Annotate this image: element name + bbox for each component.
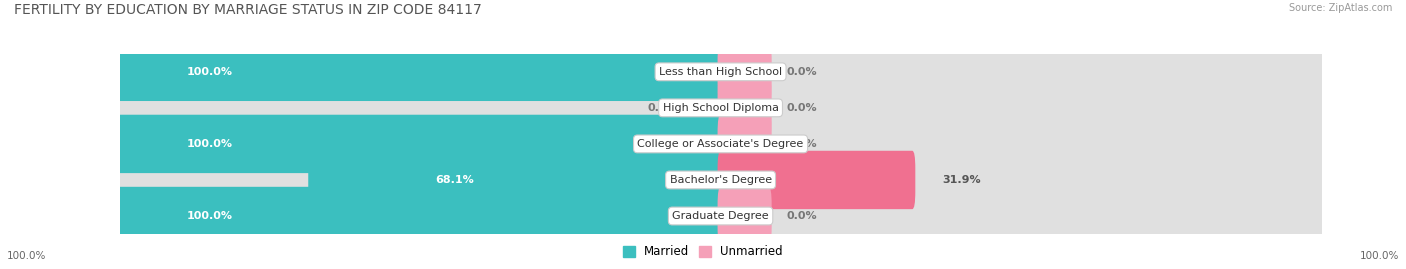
Text: Bachelor's Degree: Bachelor's Degree xyxy=(669,175,772,185)
FancyBboxPatch shape xyxy=(117,187,724,245)
FancyBboxPatch shape xyxy=(117,187,724,245)
Text: 100.0%: 100.0% xyxy=(187,211,232,221)
FancyBboxPatch shape xyxy=(717,187,772,245)
FancyBboxPatch shape xyxy=(308,151,724,209)
Text: 68.1%: 68.1% xyxy=(434,175,474,185)
Text: 0.0%: 0.0% xyxy=(787,67,817,77)
Text: 100.0%: 100.0% xyxy=(187,139,232,149)
FancyBboxPatch shape xyxy=(120,162,1322,198)
FancyBboxPatch shape xyxy=(117,43,724,101)
Text: Source: ZipAtlas.com: Source: ZipAtlas.com xyxy=(1288,3,1392,13)
FancyBboxPatch shape xyxy=(117,43,724,101)
Text: High School Diploma: High School Diploma xyxy=(662,103,779,113)
Text: 100.0%: 100.0% xyxy=(187,67,232,77)
FancyBboxPatch shape xyxy=(717,79,1324,137)
FancyBboxPatch shape xyxy=(717,115,772,173)
Text: 100.0%: 100.0% xyxy=(7,250,46,261)
Text: Graduate Degree: Graduate Degree xyxy=(672,211,769,221)
Text: 0.0%: 0.0% xyxy=(787,211,817,221)
FancyBboxPatch shape xyxy=(120,54,1322,90)
FancyBboxPatch shape xyxy=(717,187,1324,245)
FancyBboxPatch shape xyxy=(117,151,724,209)
FancyBboxPatch shape xyxy=(120,126,1322,162)
FancyBboxPatch shape xyxy=(717,43,772,101)
Text: 0.0%: 0.0% xyxy=(787,139,817,149)
FancyBboxPatch shape xyxy=(117,79,724,137)
Text: FERTILITY BY EDUCATION BY MARRIAGE STATUS IN ZIP CODE 84117: FERTILITY BY EDUCATION BY MARRIAGE STATU… xyxy=(14,3,482,17)
Legend: Married, Unmarried: Married, Unmarried xyxy=(619,241,787,263)
FancyBboxPatch shape xyxy=(120,90,1322,126)
Text: 0.0%: 0.0% xyxy=(787,103,817,113)
FancyBboxPatch shape xyxy=(717,43,1324,101)
Text: 31.9%: 31.9% xyxy=(942,175,981,185)
FancyBboxPatch shape xyxy=(717,151,1324,209)
Text: Less than High School: Less than High School xyxy=(659,67,782,77)
FancyBboxPatch shape xyxy=(117,115,724,173)
Text: 100.0%: 100.0% xyxy=(1360,250,1399,261)
Text: College or Associate's Degree: College or Associate's Degree xyxy=(637,139,804,149)
FancyBboxPatch shape xyxy=(120,198,1322,234)
FancyBboxPatch shape xyxy=(717,115,1324,173)
Text: 0.0%: 0.0% xyxy=(648,103,679,113)
FancyBboxPatch shape xyxy=(717,79,772,137)
FancyBboxPatch shape xyxy=(717,151,915,209)
FancyBboxPatch shape xyxy=(117,115,724,173)
